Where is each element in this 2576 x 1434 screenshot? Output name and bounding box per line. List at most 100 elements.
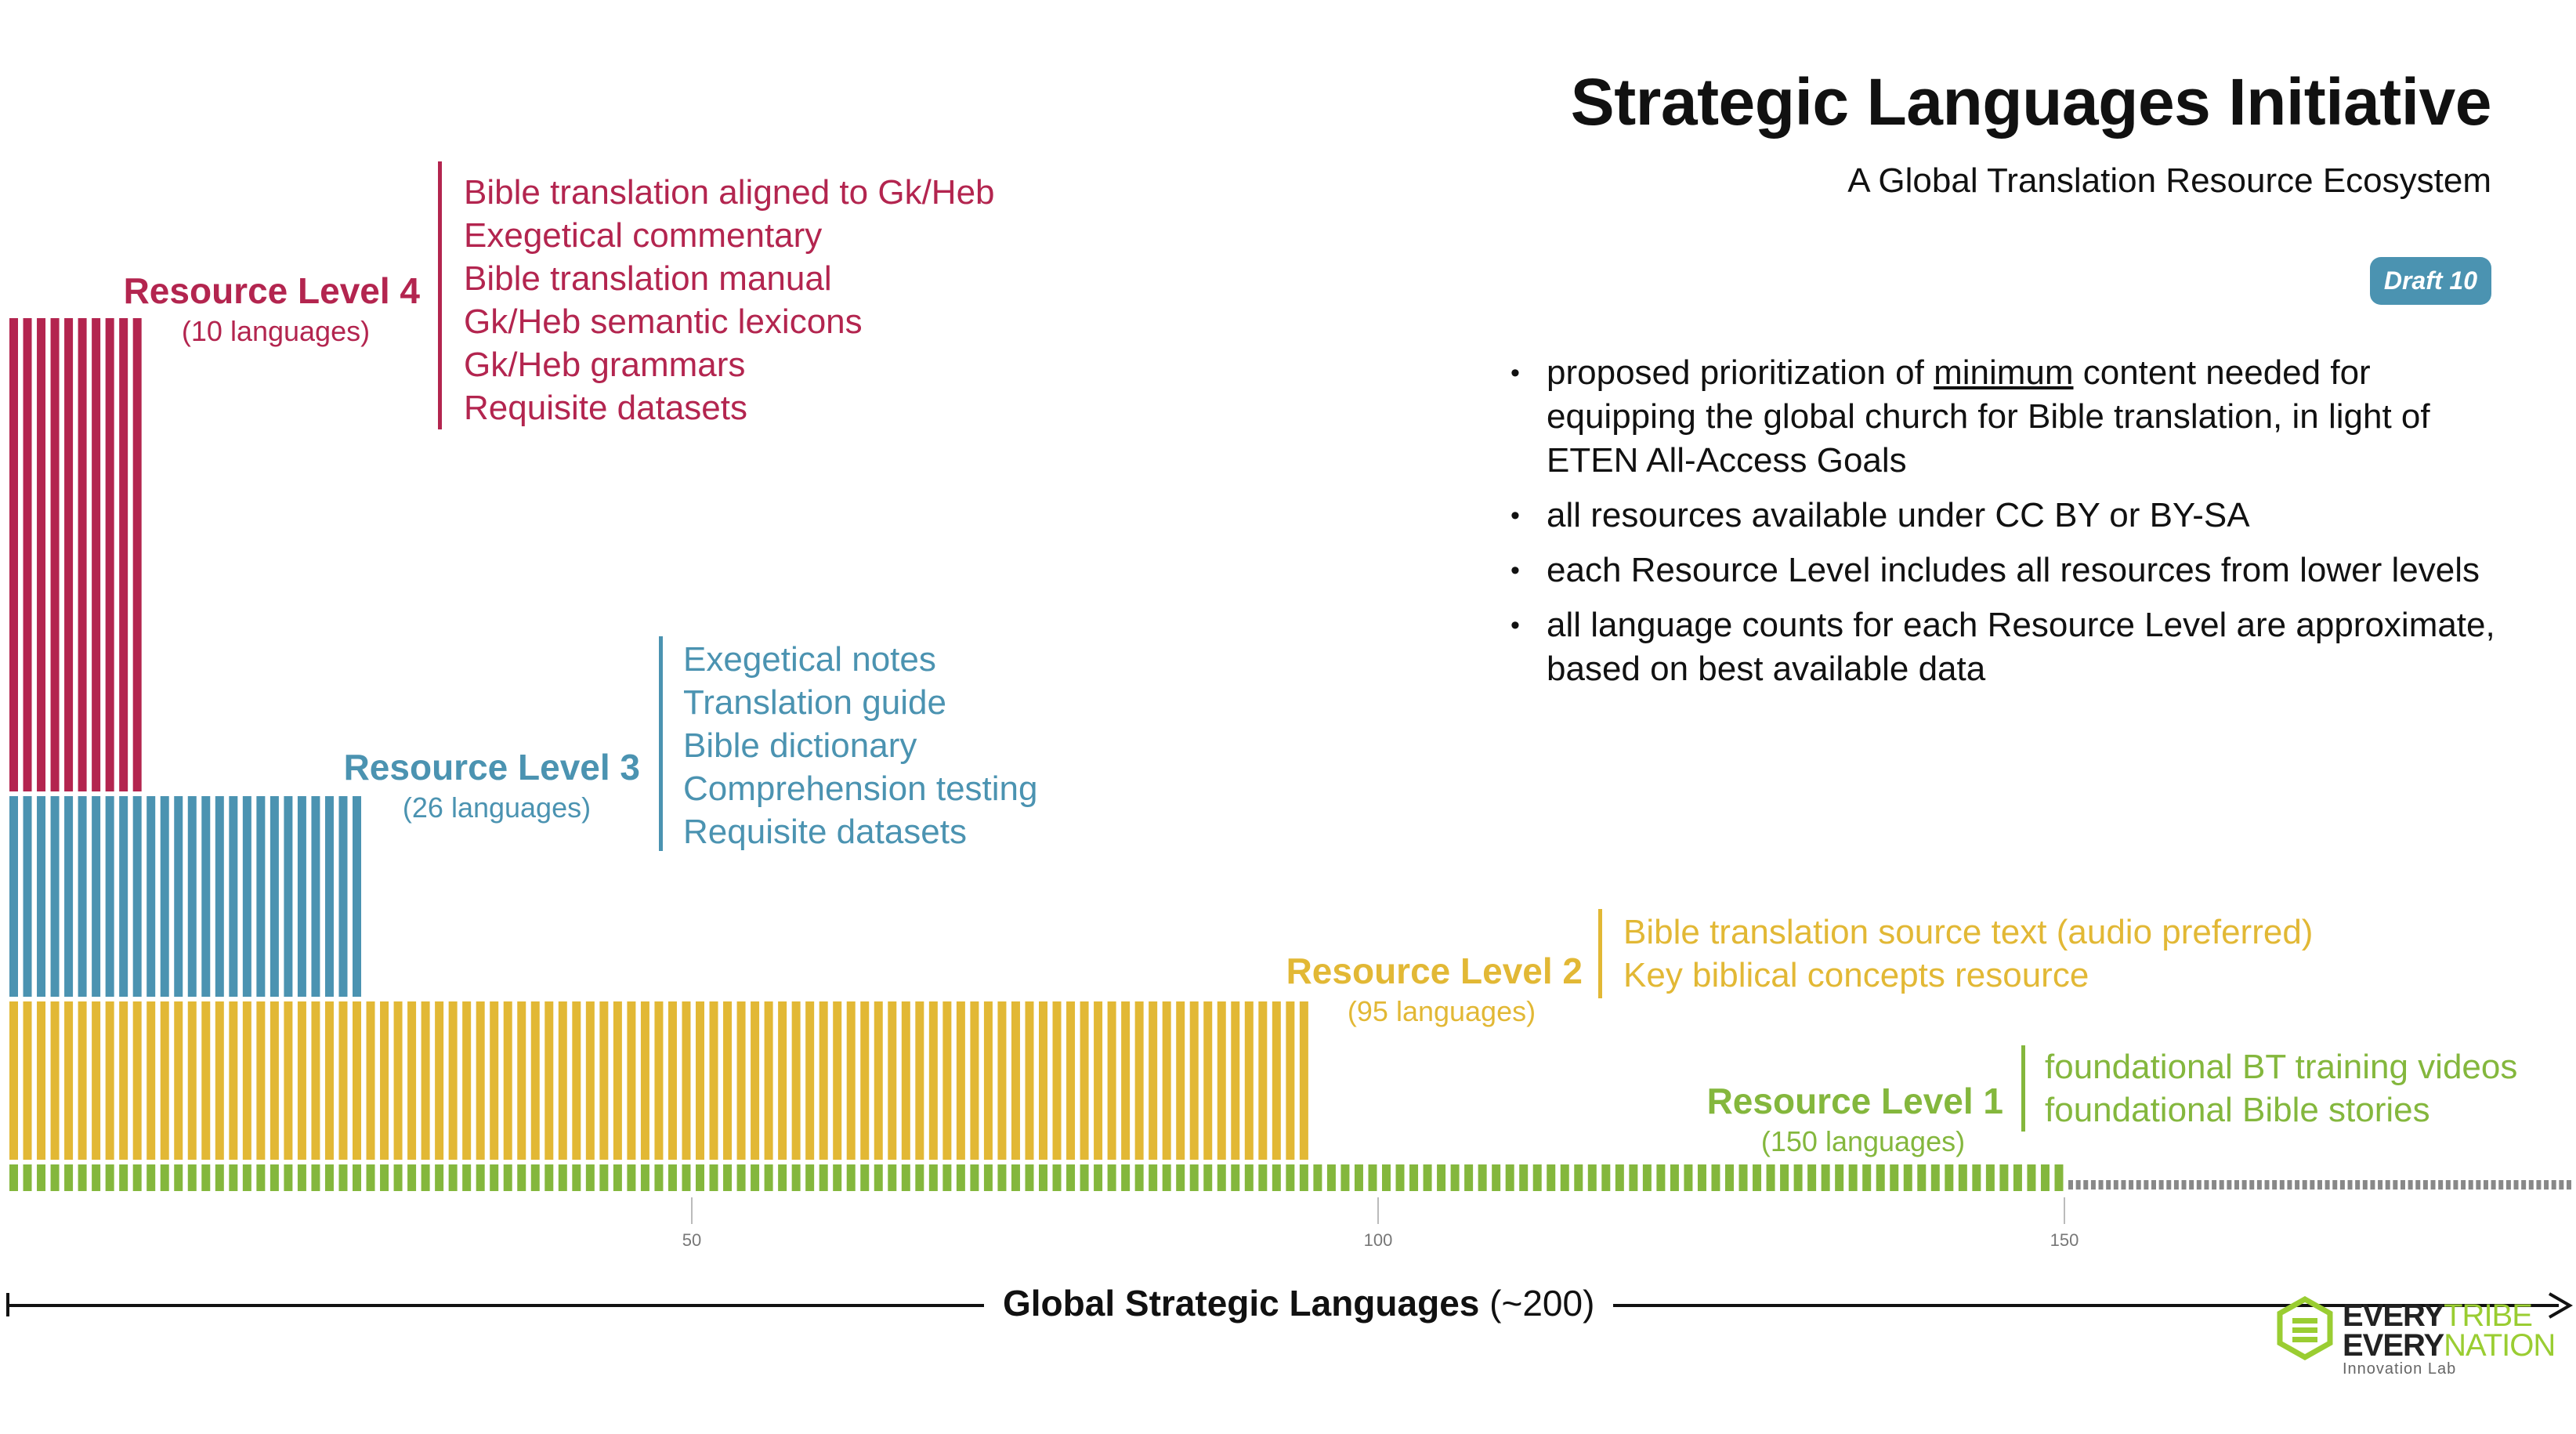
language-bar <box>1025 1164 1034 1191</box>
language-bar <box>1052 1164 1062 1191</box>
axis-label: Global Strategic Languages (~200) <box>984 1282 1614 1324</box>
language-bar <box>270 1001 279 1160</box>
resource-item: Requisite datasets <box>683 813 967 851</box>
remaining-language-mark <box>2272 1180 2278 1190</box>
language-bar <box>1299 1001 1308 1160</box>
language-bar <box>1025 1001 1034 1160</box>
language-bar <box>105 318 114 791</box>
resource-item: Exegetical commentary <box>464 216 823 255</box>
language-bar <box>1354 1164 1363 1191</box>
language-bar <box>201 1164 211 1191</box>
language-bar <box>201 1001 211 1160</box>
language-bar <box>1162 1164 1171 1191</box>
language-bar <box>105 1164 114 1191</box>
language-bar <box>1340 1164 1350 1191</box>
logo-every-1: EVERY <box>2343 1298 2444 1333</box>
language-bar <box>187 796 197 997</box>
language-bar <box>1189 1164 1199 1191</box>
remaining-language-mark <box>2430 1180 2436 1190</box>
remaining-language-mark <box>2566 1180 2571 1190</box>
language-bar <box>297 796 306 997</box>
language-bar <box>1203 1164 1213 1191</box>
language-bar <box>1835 1164 1844 1191</box>
remaining-language-mark <box>2453 1180 2458 1190</box>
language-bar <box>380 1001 389 1160</box>
remaining-language-mark <box>2483 1180 2488 1190</box>
language-bar <box>147 1164 156 1191</box>
language-bar <box>1807 1164 1817 1191</box>
language-bar <box>160 796 169 997</box>
remaining-language-mark <box>2196 1180 2202 1190</box>
remaining-language-mark <box>2151 1180 2156 1190</box>
language-bar <box>1272 1164 1281 1191</box>
language-bar <box>517 1164 526 1191</box>
language-bar <box>105 1001 114 1160</box>
language-bar <box>353 1164 361 1191</box>
language-bar <box>1121 1164 1131 1191</box>
language-bar <box>805 1001 815 1160</box>
remaining-language-mark <box>2264 1180 2270 1190</box>
level-3-heading: Resource Level 3 <box>343 747 640 788</box>
language-bar <box>421 1164 430 1191</box>
draft-badge: Draft 10 <box>2369 257 2491 305</box>
language-bar <box>353 796 361 997</box>
language-bar <box>1066 1164 1076 1191</box>
language-bar <box>64 1164 74 1191</box>
remaining-language-mark <box>2121 1180 2126 1190</box>
language-bar <box>297 1164 306 1191</box>
language-bar <box>1930 1164 1940 1191</box>
remaining-language-mark <box>2068 1180 2073 1190</box>
remaining-language-mark <box>2528 1180 2534 1190</box>
language-bar <box>1917 1164 1927 1191</box>
remaining-language-mark <box>2355 1180 2361 1190</box>
logo-tribe: TRIBE <box>2444 1298 2533 1333</box>
language-bar <box>229 796 238 997</box>
language-bar <box>723 1164 733 1191</box>
remaining-language-mark <box>2136 1180 2141 1190</box>
language-bar <box>132 318 142 791</box>
bullet-icon: • <box>1511 610 1520 640</box>
remaining-language-mark <box>2310 1180 2315 1190</box>
language-bar <box>119 796 128 997</box>
language-bar <box>338 796 348 997</box>
language-bar <box>9 1001 18 1160</box>
language-bar <box>23 318 32 791</box>
language-bar <box>928 1164 938 1191</box>
language-bar <box>1094 1164 1103 1191</box>
remaining-language-mark <box>2385 1180 2390 1190</box>
language-bar <box>696 1001 704 1160</box>
language-bar <box>353 1001 361 1160</box>
remaining-language-mark <box>2227 1180 2232 1190</box>
language-bar <box>50 796 60 997</box>
language-bar <box>9 796 18 997</box>
language-bar <box>1313 1164 1322 1191</box>
resource-item: Requisite datasets <box>464 389 747 427</box>
level-4-heading: Resource Level 4 <box>123 270 420 311</box>
language-bar <box>1629 1164 1638 1191</box>
language-bar <box>1492 1164 1501 1191</box>
language-bar <box>1134 1164 1144 1191</box>
language-bar <box>174 1001 183 1160</box>
language-bar <box>846 1001 856 1160</box>
language-bar <box>366 1164 375 1191</box>
language-bar <box>50 1164 60 1191</box>
bullet-icon: • <box>1511 358 1520 388</box>
note-text: all language counts for each Resource Le… <box>1547 606 2495 688</box>
level-2-resources: Bible translation source text (audio pre… <box>1623 911 2313 997</box>
language-bar <box>983 1164 993 1191</box>
language-bar <box>37 796 46 997</box>
language-bar <box>448 1164 458 1191</box>
language-bar <box>517 1001 526 1160</box>
language-bar <box>407 1001 417 1160</box>
language-bar <box>462 1164 472 1191</box>
language-bar <box>819 1001 828 1160</box>
language-bar <box>174 796 183 997</box>
remaining-language-mark <box>2234 1180 2239 1190</box>
logo-subtitle: Innovation Lab <box>2343 1360 2457 1378</box>
language-bar <box>1780 1164 1789 1191</box>
language-bar <box>270 796 279 997</box>
remaining-language-mark <box>2445 1180 2451 1190</box>
language-bar <box>751 1001 760 1160</box>
level-4-divider <box>438 161 442 429</box>
language-bar <box>284 1164 293 1191</box>
